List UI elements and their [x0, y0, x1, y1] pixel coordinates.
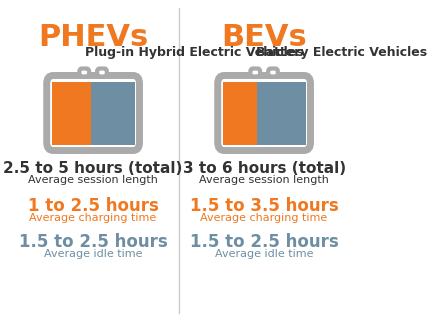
Text: PHEVs: PHEVs [38, 23, 148, 52]
FancyBboxPatch shape [217, 76, 310, 151]
FancyBboxPatch shape [250, 69, 259, 77]
Bar [52, 82, 90, 145]
Text: Average charging time: Average charging time [200, 213, 327, 223]
Text: 3 to 6 hours (total): 3 to 6 hours (total) [182, 161, 345, 176]
Text: Plug-in Hybrid Electric Vehicles: Plug-in Hybrid Electric Vehicles [85, 46, 303, 59]
Text: BEVs: BEVs [221, 23, 306, 52]
Bar [90, 82, 134, 145]
Text: 2.5 to 5 hours (total): 2.5 to 5 hours (total) [3, 161, 182, 176]
FancyBboxPatch shape [79, 69, 89, 77]
Text: 1.5 to 2.5 hours: 1.5 to 2.5 hours [189, 233, 338, 251]
Text: 1.5 to 3.5 hours: 1.5 to 3.5 hours [189, 197, 338, 215]
Text: Average idle time: Average idle time [215, 249, 313, 259]
Text: Average charging time: Average charging time [29, 213, 157, 223]
Text: Average session length: Average session length [28, 175, 158, 185]
FancyBboxPatch shape [267, 69, 277, 77]
Text: 1 to 2.5 hours: 1 to 2.5 hours [28, 197, 158, 215]
Bar [222, 82, 257, 145]
Text: 1.5 to 2.5 hours: 1.5 to 2.5 hours [18, 233, 167, 251]
Bar [257, 82, 305, 145]
Text: Average session length: Average session length [199, 175, 328, 185]
FancyBboxPatch shape [46, 76, 139, 151]
Text: Battery Electric Vehicles: Battery Electric Vehicles [255, 46, 426, 59]
Text: Average idle time: Average idle time [44, 249, 142, 259]
FancyBboxPatch shape [97, 69, 107, 77]
